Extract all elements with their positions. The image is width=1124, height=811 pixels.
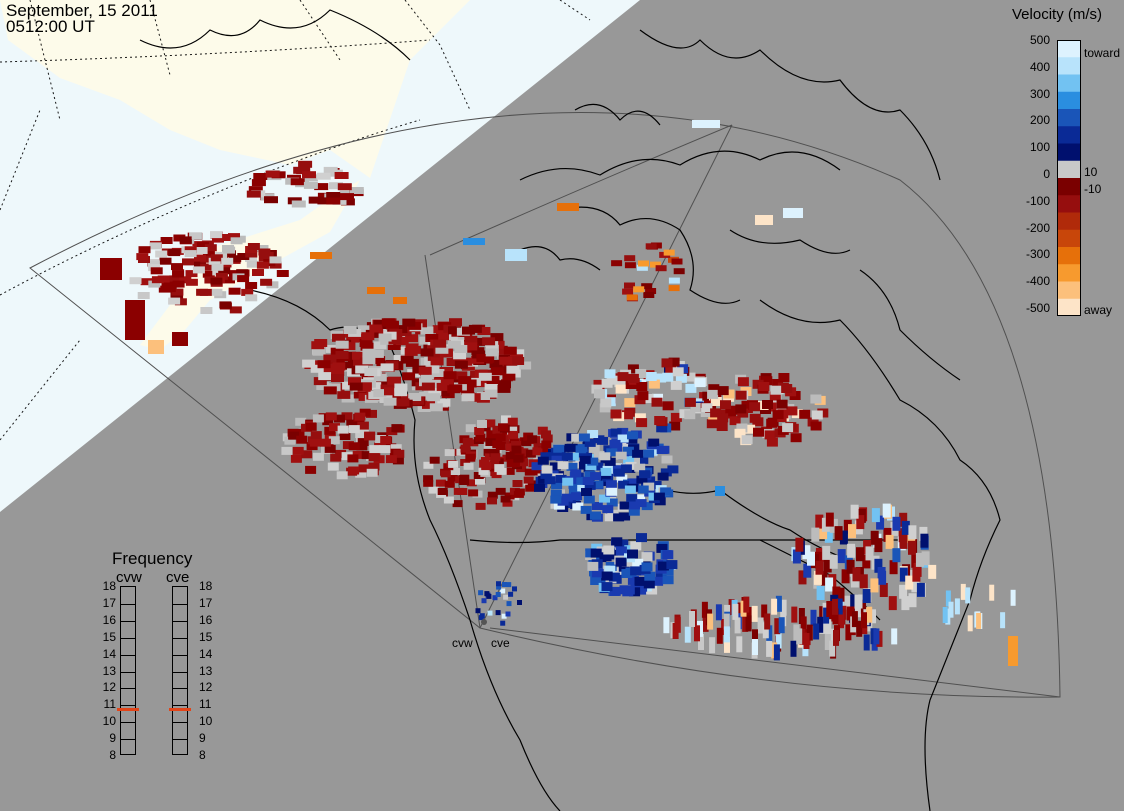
frequency-tick: 17 (199, 595, 213, 610)
frequency-tick: 14 (102, 646, 116, 661)
colorbar-title: Velocity (m/s) (1012, 6, 1103, 23)
colorbar-tick: -200 (1025, 220, 1050, 235)
colorbar-segment (1057, 178, 1081, 196)
date-label: September, 15 2011 (6, 1, 158, 20)
radar-site-marker (481, 619, 487, 625)
backscatter-cells (100, 120, 1018, 666)
colorbar-segment (1057, 40, 1081, 58)
coastlines (139, 9, 1001, 811)
frequency-tick: 8 (199, 748, 206, 762)
colorbar-away-label: away (1084, 303, 1113, 317)
frequency-tick: 11 (199, 697, 212, 712)
colorbar-tick: 100 (1029, 140, 1050, 155)
frequency-tick: 14 (199, 646, 213, 661)
frequency-tick: 12 (199, 680, 213, 695)
frequency-column-cvw (117, 586, 139, 755)
frequency-tick: 10 (199, 714, 213, 729)
frequency-column-cve (169, 586, 191, 755)
colorbar-tick: -300 (1025, 247, 1050, 262)
frequency-tick: 17 (102, 595, 116, 610)
colorbar-tick: -400 (1025, 274, 1050, 289)
frequency-tick: 16 (102, 612, 116, 627)
frequency-column-label-cve: cve (166, 569, 190, 586)
colorbar-segment (1057, 229, 1081, 248)
frequency-tick: 12 (102, 680, 116, 695)
graticule (0, 0, 591, 441)
colorbar-tick: 300 (1029, 86, 1050, 101)
field-of-view (29, 112, 1061, 698)
colorbar-segment (1057, 57, 1081, 76)
colorbar-tick: 200 (1029, 113, 1050, 128)
time-label: 0512:00 UT (6, 17, 95, 36)
frequency-tick: 15 (102, 629, 116, 644)
colorbar-segment (1057, 126, 1081, 145)
colorbar-segment (1057, 298, 1081, 316)
frequency-tick: 9 (109, 731, 116, 746)
colorbar-tick: 500 (1029, 33, 1050, 47)
frequency-tick: 10 (102, 714, 116, 729)
frequency-marker (169, 707, 191, 711)
colorbar-segment (1057, 143, 1081, 162)
colorbar-segment (1057, 264, 1081, 283)
colorbar-tick: 400 (1029, 59, 1050, 74)
radar-site-label-cve: cve (491, 636, 510, 650)
frequency-tick: 8 (109, 748, 116, 762)
frequency-tick: 16 (199, 612, 213, 627)
frequency-tick: 18 (199, 579, 213, 593)
colorbar-tick: -100 (1025, 193, 1050, 208)
frequency-tick: 13 (199, 663, 213, 678)
colorbar-tick: 0 (1043, 167, 1050, 181)
colorbar-segment (1057, 212, 1081, 231)
colorbar-label-10: 10 (1084, 165, 1098, 179)
frequency-tick: 18 (102, 579, 116, 593)
frequency-tick: 13 (102, 663, 116, 678)
colorbar-segment (1057, 74, 1081, 93)
colorbar-label-neg10: -10 (1084, 182, 1102, 196)
colorbar-tick: -500 (1025, 301, 1050, 315)
colorbar-segment (1057, 160, 1081, 179)
frequency-marker (117, 707, 139, 711)
frequency-title: Frequency (112, 549, 193, 568)
sunlit-land (0, 0, 470, 178)
colorbar-segment (1057, 247, 1081, 265)
velocity-colorbar (1057, 40, 1081, 316)
colorbar-segment (1057, 109, 1081, 127)
frequency-column-label-cvw: cvw (116, 569, 142, 586)
colorbar-segment (1057, 281, 1081, 300)
frequency-tick: 9 (199, 731, 206, 746)
radar-site-label-cvw: cvw (452, 636, 473, 650)
colorbar-segment (1057, 195, 1081, 214)
colorbar-toward-label: toward (1084, 46, 1121, 60)
frequency-tick: 15 (199, 629, 213, 644)
colorbar-segment (1057, 91, 1081, 110)
frequency-tick: 11 (103, 697, 116, 712)
